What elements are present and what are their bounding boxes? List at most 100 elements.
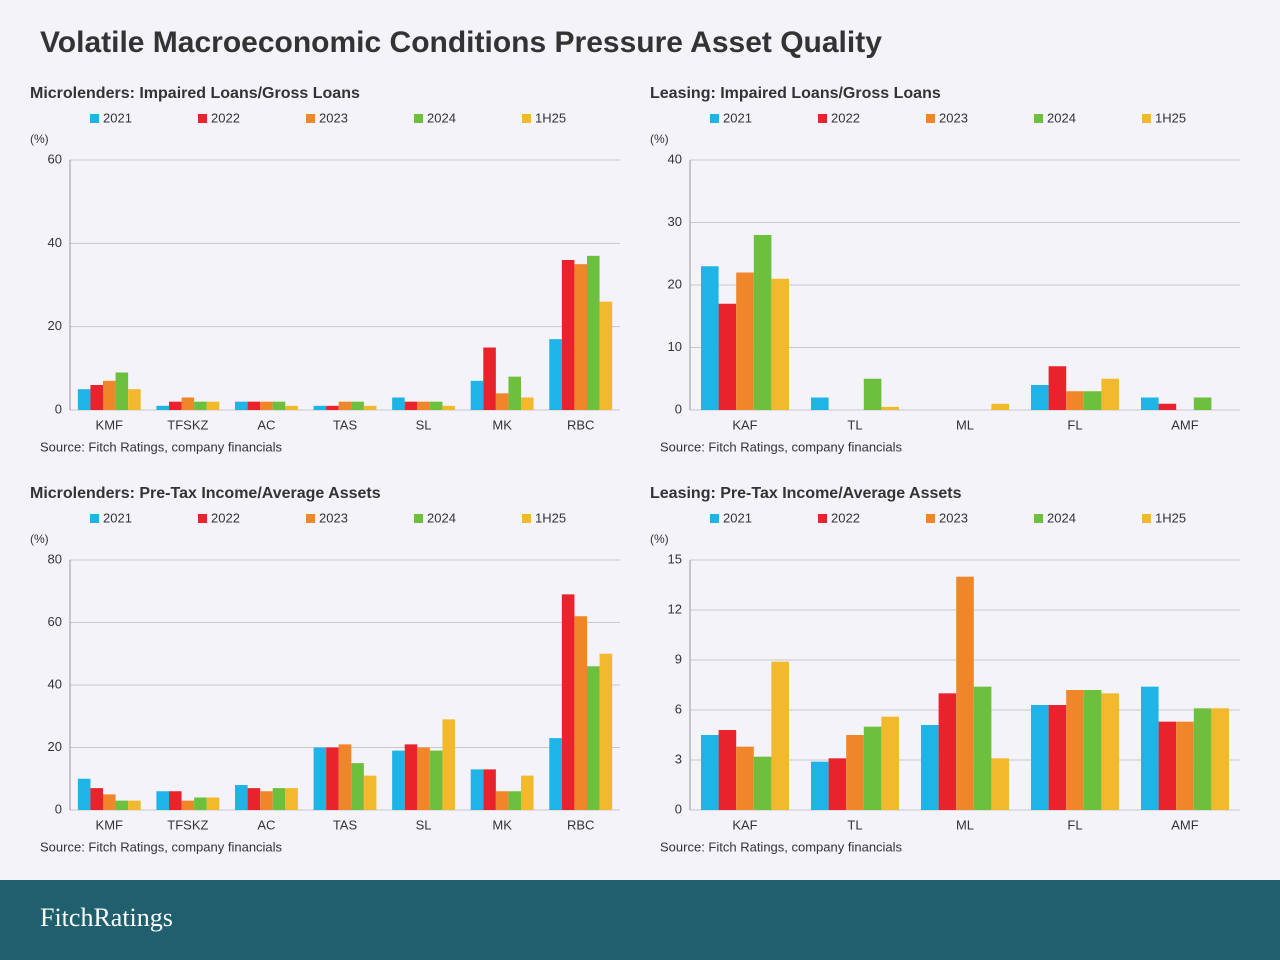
y-tick-label: 6 [675, 701, 682, 716]
bar [483, 347, 496, 410]
bar [470, 380, 484, 410]
bar [483, 769, 496, 810]
bar [811, 397, 829, 410]
bar [549, 738, 562, 810]
y-tick-label: 0 [55, 401, 62, 416]
x-tick-label: TFSKZ [167, 417, 208, 432]
bar [442, 719, 455, 810]
bar [194, 797, 207, 810]
legend-swatch [710, 114, 719, 123]
legend-swatch [198, 514, 207, 523]
bar [90, 385, 103, 410]
legend-swatch [1034, 114, 1043, 123]
bar [313, 747, 327, 810]
bar [736, 272, 754, 410]
x-tick-label: TL [847, 417, 862, 432]
x-tick-label: SL [416, 817, 432, 832]
bar [181, 800, 195, 810]
x-tick-label: ML [956, 817, 974, 832]
bar [1158, 403, 1177, 410]
legend-swatch [522, 114, 531, 123]
legend-label: 2022 [831, 110, 860, 125]
source-note: Source: Fitch Ratings, company financial… [40, 839, 283, 854]
bar [701, 735, 719, 810]
bar [561, 594, 575, 810]
x-tick-label: KMF [96, 817, 124, 832]
bar [128, 389, 141, 410]
bar [753, 235, 772, 410]
y-axis-label: (%) [650, 132, 669, 146]
bar [921, 725, 939, 810]
bar [235, 401, 248, 410]
legend-swatch [1034, 514, 1043, 523]
bar [881, 716, 899, 810]
y-tick-label: 40 [668, 151, 682, 166]
legend-swatch [414, 114, 423, 123]
bar [363, 405, 377, 410]
legend-label: 2023 [319, 510, 348, 525]
bar [194, 401, 207, 410]
y-tick-label: 0 [675, 401, 682, 416]
bar [404, 744, 418, 810]
x-tick-label: MK [492, 817, 512, 832]
bar [561, 260, 575, 410]
bar [1193, 708, 1212, 810]
legend-swatch [522, 514, 531, 523]
bar [1193, 397, 1212, 410]
y-tick-label: 60 [48, 614, 62, 629]
legend-swatch [414, 514, 423, 523]
chart-title: Microlenders: Impaired Loans/Gross Loans [30, 85, 360, 102]
bar [599, 301, 613, 410]
chart-title: Microlenders: Pre-Tax Income/Average Ass… [30, 485, 381, 502]
bar [508, 376, 521, 410]
legend-label: 1H25 [535, 110, 566, 125]
source-note: Source: Fitch Ratings, company financial… [660, 439, 903, 454]
bar [429, 750, 443, 810]
bar [169, 401, 182, 410]
bar [103, 794, 116, 810]
legend-label: 2022 [831, 510, 860, 525]
bar [156, 405, 169, 410]
legend-swatch [1142, 514, 1151, 523]
bar [1141, 686, 1159, 810]
bar [206, 401, 220, 410]
bar [351, 763, 364, 810]
bar [574, 264, 587, 410]
bar [417, 747, 430, 810]
bar [991, 758, 1009, 810]
legend-label: 2022 [211, 510, 240, 525]
legend-swatch [1142, 114, 1151, 123]
y-tick-label: 9 [675, 651, 682, 666]
bar [1101, 693, 1119, 810]
legend-swatch [90, 114, 99, 123]
bar [285, 405, 298, 410]
bar [1066, 391, 1084, 410]
legend-swatch [306, 514, 315, 523]
x-tick-label: AC [257, 817, 275, 832]
bar [587, 255, 600, 410]
bar [470, 769, 484, 810]
y-tick-label: 10 [668, 339, 682, 354]
bar [156, 791, 169, 810]
legend-swatch [926, 114, 935, 123]
legend-label: 2021 [723, 110, 752, 125]
bar [338, 401, 352, 410]
legend-swatch [818, 514, 827, 523]
bar [1048, 366, 1067, 410]
legend-swatch [198, 114, 207, 123]
chart-title: Leasing: Pre-Tax Income/Average Assets [650, 485, 962, 502]
y-tick-label: 0 [675, 801, 682, 816]
legend-label: 2024 [427, 510, 456, 525]
bar [260, 401, 273, 410]
bar [247, 788, 261, 810]
bar [90, 788, 103, 810]
bar [956, 576, 974, 810]
bar [429, 401, 443, 410]
y-tick-label: 80 [48, 551, 62, 566]
bar [272, 788, 286, 810]
bar [495, 791, 509, 810]
y-tick-label: 60 [48, 151, 62, 166]
source-note: Source: Fitch Ratings, company financial… [40, 439, 283, 454]
x-tick-label: TFSKZ [167, 817, 208, 832]
bar [1048, 705, 1067, 810]
